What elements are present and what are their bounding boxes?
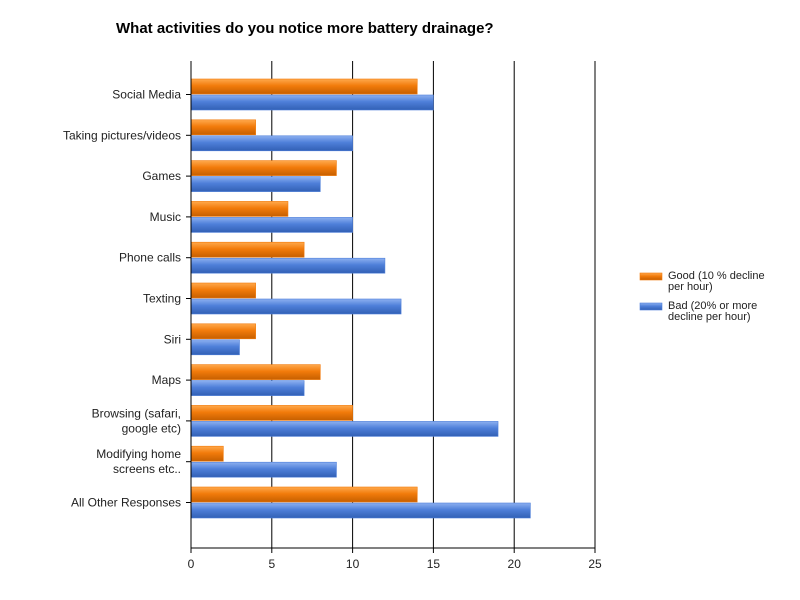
legend-swatch-2 [639,302,663,311]
x-tick-label-15: 15 [427,557,441,571]
category-label-5: Phone calls [119,251,181,265]
bar-series-2-1: Social Media: 15 [190,94,434,111]
bar-series-1-9: Browsing (safari, google etc): 10 [190,405,353,421]
category-label-1: Social Media [112,88,181,102]
bar-series-1-11: All Other Responses: 14 [190,486,418,503]
bar-series-1-7: Siri: 4 [190,323,256,340]
bar-series-1-3: Games: 9 [190,160,337,176]
bar-series-2-4: Music: 10 [190,217,353,233]
category-label-6: Texting [143,292,181,306]
legend-swatch-1 [639,272,663,281]
bar-series-2-2: Taking pictures/videos: 10 [190,135,353,152]
x-tick-label-0: 0 [188,557,195,571]
legend-label-1: Good (10 % decline per hour) [668,270,765,293]
bar-series-1-6: Texting: 4 [190,282,256,299]
category-label-7: Siri [164,332,181,346]
chart-title: What activities do you notice more batte… [116,20,494,37]
bar-series-2-10: Modifying home screens etc..: 9 [190,461,337,478]
bar-series-2-3: Games: 8 [190,176,321,192]
category-label-11: All Other Responses [71,496,181,510]
bar-series-1-2: Taking pictures/videos: 4 [190,119,256,136]
axes [186,61,596,553]
x-tick-label-10: 10 [346,557,360,571]
bar-series-2-9: Browsing (safari, google etc): 19 [190,421,499,437]
bar-series-1-10: Modifying home screens etc..: 2 [190,445,224,462]
bar-series-1-5: Phone calls: 7 [190,241,305,258]
bar-series-1-4: Music: 6 [190,201,289,217]
x-tick-label-25: 25 [588,557,602,571]
category-label-8: Maps [152,373,181,387]
bar-series-1-1: Social Media: 14 [190,78,418,95]
legend-label-2: Bad (20% or more decline per hour) [668,300,757,323]
bar-series-2-6: Texting: 13 [190,298,402,315]
category-labels: Social Media Taking pictures/videos Games M… [63,88,181,510]
category-label-4: Music [150,210,181,224]
bar-series-2-5: Phone calls: 12 [190,257,386,274]
bars: Social Media: 14 Taking pictures/videos: … [190,78,531,519]
x-tick-labels: 0 5 10 15 20 25 [188,557,602,571]
x-tick-label-5: 5 [268,557,275,571]
category-label-3: Games [142,169,181,183]
bar-series-2-11: All Other Responses: 21 [190,502,531,519]
x-tick-label-20: 20 [508,557,522,571]
category-label-9: Browsing (safari, google etc) [92,406,181,435]
bar-series-2-8: Maps: 7 [190,380,305,396]
category-label-2: Taking pictures/videos [63,128,181,142]
category-label-10: Modifying home screens etc.. [96,447,181,476]
bar-series-2-7: Siri: 3 [190,339,240,356]
bar-series-1-8: Maps: 8 [190,364,321,380]
legend: Good (10 % decline per hour) Bad (20% or m… [639,270,765,323]
